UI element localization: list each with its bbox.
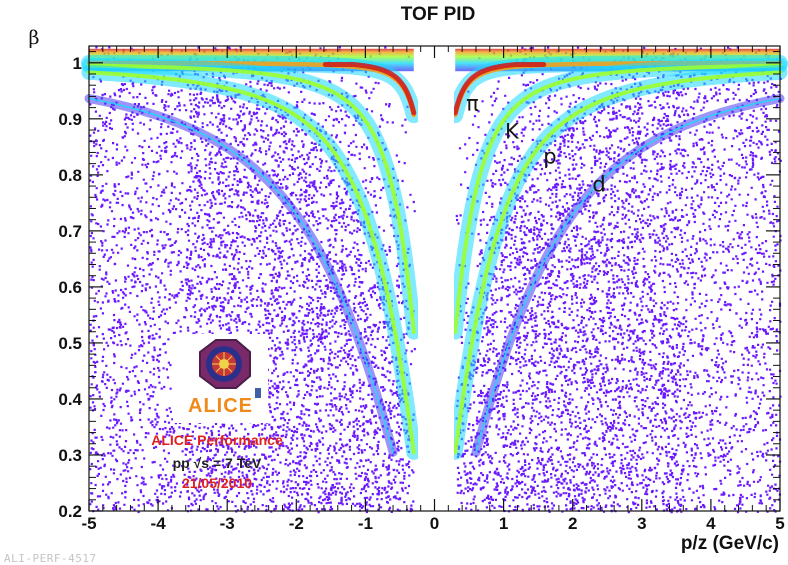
heatmap-scatter <box>89 46 782 514</box>
band-core-p-neg <box>86 70 416 455</box>
y-tick-label-7: 0.9 <box>58 110 82 129</box>
y-tick-label-6: 0.8 <box>58 166 82 185</box>
y-tick-label-5: 0.7 <box>58 222 82 241</box>
x-tick-label-4: -1 <box>358 514 373 533</box>
band-peak-π-neg <box>322 62 417 116</box>
x-tick-label-5: 0 <box>430 514 439 533</box>
band-label-0: π <box>466 91 479 115</box>
x-tick-label-8: 3 <box>637 514 646 533</box>
performance-label: ALICE Performance <box>151 432 283 448</box>
x-tick-label-7: 2 <box>568 514 577 533</box>
x-tick-label-1: -4 <box>151 514 167 533</box>
band-labels: π Kp d <box>466 91 606 196</box>
band-label-2: p <box>543 145 556 169</box>
x-tick-label-10: 5 <box>775 514 784 533</box>
y-axis-label: β <box>29 27 40 49</box>
scatter-points <box>89 46 782 514</box>
x-tick-label-2: -3 <box>220 514 235 533</box>
y-tick-label-8: 1 <box>73 54 82 73</box>
empty-region <box>418 46 454 511</box>
y-tick-label-4: 0.6 <box>58 278 82 297</box>
alice-wordmark: ALICE <box>188 395 253 417</box>
y-tick-label-2: 0.4 <box>58 390 82 409</box>
collision-system-label: pp √s = 7 TeV <box>173 455 262 471</box>
heatmap-bands <box>81 48 788 460</box>
x-tick-label-9: 4 <box>706 514 716 533</box>
x-tick-label-0: -5 <box>81 514 96 533</box>
y-tick-label-1: 0.3 <box>58 446 82 465</box>
alice-detector-icon <box>199 339 261 398</box>
y-tick-label-3: 0.5 <box>58 334 82 353</box>
x-tick-label-3: -2 <box>289 514 304 533</box>
band-label-3: d <box>592 173 605 197</box>
y-tick-label-0: 0.2 <box>58 502 82 521</box>
chart-title: TOF PID <box>401 4 476 25</box>
x-tick-label-6: 1 <box>499 514 508 533</box>
band-core-p-pos <box>453 70 783 455</box>
band-peak-π-pos <box>452 62 547 116</box>
figure-id: ALI-PERF-4517 <box>4 552 97 565</box>
date-label: 21/05/2010 <box>182 475 252 491</box>
x-axis-label: p/z (GeV/c) <box>681 533 779 554</box>
band-label-1: K <box>505 119 520 143</box>
axes: -5 -4 -3 -2 -1 0 1 2 3 4 5 0.2 0.3 0.4 0.5 0.6 0.7 0.8 0.9… <box>58 45 785 533</box>
band-core-d-neg <box>88 97 394 454</box>
band-core-K-neg <box>86 63 416 335</box>
band-core-K-pos <box>453 63 783 335</box>
band-core-d-pos <box>475 97 781 454</box>
alice-logo: ALICE <box>173 334 268 423</box>
